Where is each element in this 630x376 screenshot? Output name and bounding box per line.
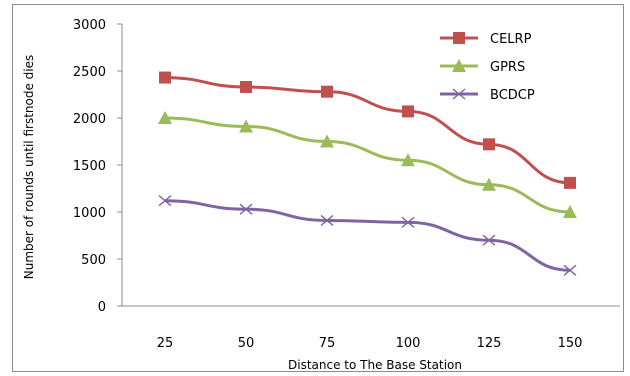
legend-label: GPRS — [490, 60, 525, 75]
legend-item-gprs: GPRS — [440, 59, 525, 75]
chart-frame — [12, 4, 624, 372]
data-point — [320, 134, 334, 148]
legend-label: CELRP — [490, 32, 532, 47]
series-bcdcp — [158, 195, 577, 276]
data-point — [401, 153, 415, 167]
y-tick-label: 3000 — [73, 18, 106, 33]
y-tick-label: 1500 — [73, 159, 106, 174]
data-point — [320, 214, 334, 226]
series-celrp — [159, 71, 576, 189]
data-point — [563, 205, 577, 218]
legend: CELRP GPRS BCDCP — [440, 32, 535, 103]
data-point — [158, 195, 172, 207]
data-point — [401, 216, 415, 228]
y-axis-ticks: 0 500 1000 1500 2000 2500 3000 — [73, 18, 122, 315]
data-point — [321, 85, 333, 98]
y-tick-label: 500 — [81, 253, 106, 268]
data-point — [239, 203, 253, 215]
x-axis-ticks: 25 50 75 100 125 150 — [157, 336, 583, 351]
data-point — [482, 234, 496, 246]
series-line — [164, 199, 571, 272]
data-point — [158, 111, 172, 124]
x-axis-title: Distance to The Base Station — [288, 358, 462, 372]
x-tick-label: 50 — [238, 336, 255, 351]
x-tick-label: 150 — [558, 336, 583, 351]
data-point — [240, 80, 252, 93]
legend-marker — [453, 32, 465, 44]
series-line — [164, 116, 571, 214]
data-point — [159, 71, 171, 84]
legend-label: BCDCP — [490, 88, 535, 103]
legend-item-celrp: CELRP — [440, 32, 532, 47]
y-tick-label: 0 — [98, 300, 106, 315]
data-point — [482, 177, 496, 191]
y-tick-label: 2000 — [73, 112, 106, 127]
legend-item-bcdcp: BCDCP — [440, 88, 535, 103]
x-tick-label: 75 — [319, 336, 336, 351]
data-point — [239, 119, 253, 133]
series — [158, 71, 577, 276]
y-tick-label: 1000 — [73, 206, 106, 221]
data-point — [563, 264, 577, 276]
x-tick-label: 125 — [477, 336, 502, 351]
y-tick-label: 2500 — [73, 65, 106, 80]
data-point — [402, 105, 414, 118]
x-tick-label: 25 — [157, 336, 174, 351]
series-gprs — [158, 111, 577, 218]
x-tick-label: 100 — [396, 336, 421, 351]
y-axis-title: Number of rounds until firstnode dies — [22, 55, 36, 280]
data-point — [564, 176, 576, 189]
data-point — [483, 138, 495, 151]
legend-marker — [452, 88, 466, 100]
legend-marker — [452, 59, 466, 72]
